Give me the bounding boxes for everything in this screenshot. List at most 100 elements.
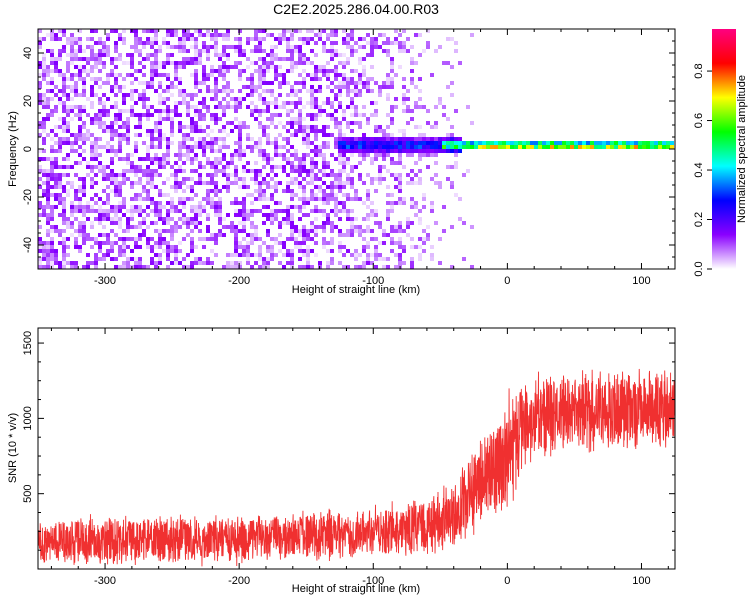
spectrogram-cell bbox=[310, 77, 314, 81]
spectrogram-cell bbox=[150, 245, 154, 249]
spectrogram-cell bbox=[414, 101, 418, 105]
spectrogram-cell bbox=[458, 217, 462, 221]
spectrogram-cell bbox=[194, 29, 198, 33]
spectrogram-cell bbox=[150, 145, 154, 149]
spectrogram-cell bbox=[362, 181, 366, 185]
spectrogram-cell bbox=[302, 205, 306, 209]
spectrogram-cell bbox=[338, 161, 342, 165]
spectrogram-cell bbox=[162, 181, 166, 185]
spectrogram-cell bbox=[62, 93, 66, 97]
spectrogram-cell bbox=[270, 49, 274, 53]
spectrogram-cell bbox=[338, 169, 342, 173]
spectrogram-cell bbox=[446, 133, 450, 137]
spectrogram-cell bbox=[138, 97, 142, 101]
spectrogram-cell bbox=[326, 241, 330, 245]
spectrogram-cell bbox=[334, 197, 338, 201]
spectrogram-cell bbox=[198, 229, 202, 233]
spectrogram-cell bbox=[326, 161, 330, 165]
spectrogram-ylabel: Frequency (Hz) bbox=[7, 111, 19, 187]
spectrogram-cell bbox=[210, 173, 214, 177]
spectrogram-cell bbox=[90, 65, 94, 69]
spectrogram-cell bbox=[430, 149, 434, 153]
spectrogram-cell bbox=[42, 73, 46, 77]
spectrogram-cell bbox=[410, 257, 414, 261]
spectrogram-cell bbox=[78, 77, 82, 81]
spectrogram-cell bbox=[346, 89, 350, 93]
spectrogram-cell bbox=[398, 33, 402, 37]
spectrogram-cell bbox=[86, 205, 90, 209]
spectrogram-cell bbox=[286, 69, 290, 73]
spectrogram-cell bbox=[230, 65, 234, 69]
spectrogram-cell bbox=[334, 137, 338, 141]
spectrogram-cell bbox=[418, 257, 422, 261]
spectrogram-cell bbox=[202, 165, 206, 169]
spectrogram-cell bbox=[254, 169, 258, 173]
spectrogram-cell bbox=[378, 33, 382, 37]
spectrogram-cell bbox=[302, 141, 306, 145]
spectrogram-cell bbox=[182, 153, 186, 157]
spectrogram-cell bbox=[102, 125, 106, 129]
spectrogram-cell bbox=[238, 185, 242, 189]
spectrogram-cell bbox=[194, 145, 198, 149]
spectrogram-cell bbox=[110, 89, 114, 93]
spectrogram-cell bbox=[46, 89, 50, 93]
spectrogram-cell bbox=[362, 157, 366, 161]
spectrogram-cell bbox=[74, 133, 78, 137]
spectrogram-cell bbox=[542, 145, 546, 149]
spectrogram-cell bbox=[322, 169, 326, 173]
spectrogram-cell bbox=[318, 113, 322, 117]
spectrogram-cell bbox=[370, 261, 374, 265]
spectrogram-cell bbox=[202, 69, 206, 73]
spectrogram-cell bbox=[158, 73, 162, 77]
spectrogram-cell bbox=[426, 121, 430, 125]
spectrogram-cell bbox=[138, 213, 142, 217]
spectrogram-cell bbox=[350, 149, 354, 153]
spectrogram-cell bbox=[202, 73, 206, 77]
spectrogram-cell bbox=[106, 177, 110, 181]
spectrogram-cell bbox=[374, 249, 378, 253]
spectrogram-cell bbox=[134, 205, 138, 209]
spectrogram-cell bbox=[110, 73, 114, 77]
spectrogram-cell bbox=[218, 189, 222, 193]
spectrogram-cell bbox=[158, 141, 162, 145]
spectrogram-cell bbox=[130, 213, 134, 217]
spectrogram-cell bbox=[342, 65, 346, 69]
spectrogram-cell bbox=[270, 101, 274, 105]
spectrogram-cell bbox=[390, 205, 394, 209]
spectrogram-cell bbox=[350, 89, 354, 93]
spectrogram-cell bbox=[406, 121, 410, 125]
spectrogram-cell bbox=[46, 221, 50, 225]
spectrogram-cell bbox=[190, 37, 194, 41]
spectrogram-cell bbox=[258, 245, 262, 249]
spectrogram-cell bbox=[118, 249, 122, 253]
spectrogram-cell bbox=[306, 213, 310, 217]
spectrogram-cell bbox=[186, 93, 190, 97]
spectrogram-cell bbox=[390, 249, 394, 253]
spectrogram-cell bbox=[154, 265, 158, 269]
spectrogram-cell bbox=[338, 141, 342, 145]
spectrogram-cell bbox=[58, 49, 62, 53]
spectrogram-cell bbox=[614, 145, 618, 149]
spectrogram-cell bbox=[206, 181, 210, 185]
spectrogram-cell bbox=[82, 121, 86, 125]
spectrogram-cell bbox=[66, 69, 70, 73]
spectrogram-cell bbox=[90, 69, 94, 73]
spectrogram-cell bbox=[266, 185, 270, 189]
spectrogram-cell bbox=[190, 129, 194, 133]
spectrogram-cell bbox=[226, 53, 230, 57]
spectrogram-cell bbox=[222, 173, 226, 177]
spectrogram-cell bbox=[194, 169, 198, 173]
spectrogram-cell bbox=[190, 73, 194, 77]
spectrogram-cell bbox=[290, 213, 294, 217]
spectrogram-cell bbox=[330, 257, 334, 261]
spectrogram-cell bbox=[306, 129, 310, 133]
spectrogram-cell bbox=[398, 197, 402, 201]
spectrogram-cell bbox=[266, 257, 270, 261]
spectrogram-cell bbox=[154, 89, 158, 93]
spectrogram-cell bbox=[154, 49, 158, 53]
spectrogram-cell bbox=[558, 141, 562, 145]
spectrogram-cell bbox=[258, 49, 262, 53]
spectrogram-cell bbox=[394, 149, 398, 153]
spectrogram-cell bbox=[118, 253, 122, 257]
